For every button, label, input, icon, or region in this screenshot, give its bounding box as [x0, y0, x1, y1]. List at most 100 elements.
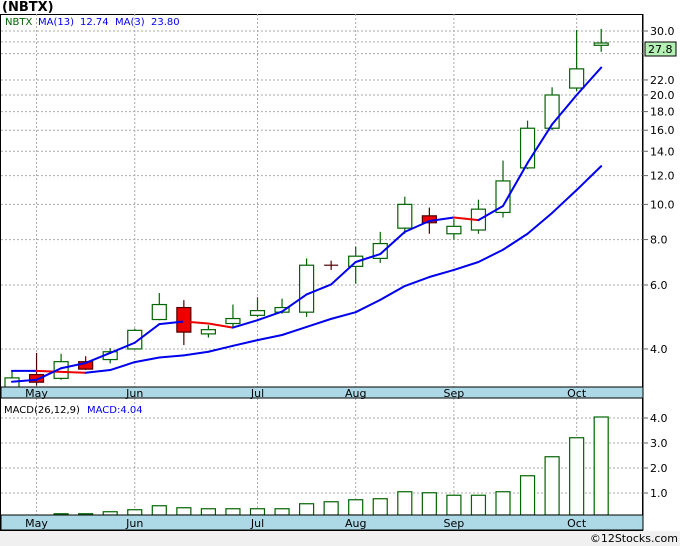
ma-long-segment [133, 356, 161, 364]
chart-title: (NBTX) [2, 0, 54, 15]
ma-short-segment [452, 216, 480, 222]
candle-body [397, 203, 413, 229]
macd-bar [299, 503, 315, 516]
ma-short-segment [428, 216, 455, 222]
macd-bar [569, 437, 585, 516]
price-tick-label: 14.0 [650, 145, 675, 158]
price-tick-label: 12.0 [650, 170, 675, 183]
month-label-top: May [25, 387, 48, 400]
ma-long-segment [109, 361, 136, 372]
macd-bar [544, 456, 560, 516]
month-label-top: Sep [444, 387, 465, 400]
ma-short-segment [256, 310, 284, 322]
month-label-bottom: Jul [250, 517, 264, 530]
macd-bar [397, 491, 413, 516]
footer: ©12Stocks.com [0, 531, 680, 546]
price-tick-label: 20.0 [650, 89, 675, 102]
ma-long-segment [281, 325, 308, 336]
ma-short-segment [354, 253, 382, 264]
month-label-top: Jul [250, 387, 264, 400]
macd-bar [519, 475, 536, 516]
macd-tick-label: 1.0 [650, 487, 668, 500]
macd-tick-label: 4.0 [650, 412, 668, 425]
price-tick-label: 22.0 [650, 74, 675, 87]
ma-short-segment [526, 123, 554, 164]
candle-body [225, 317, 241, 325]
month-label-top: Jun [125, 387, 143, 400]
macd-bar [176, 507, 192, 516]
ma-short-segment [182, 320, 210, 325]
ma-short-segment [281, 293, 308, 313]
macd-bar [421, 492, 437, 516]
macd-bar [274, 508, 290, 516]
ma-long-segment [354, 298, 382, 314]
macd-bar [127, 509, 143, 516]
grid [1, 14, 643, 515]
date-band-top [0, 386, 644, 399]
last-price-badge [644, 41, 677, 57]
price-tick-label: 4.0 [650, 343, 668, 356]
ma-long-segment [305, 317, 333, 328]
ma-long-segment [428, 268, 455, 279]
macd-tick-label: 3.0 [650, 437, 668, 450]
chart-frame [0, 14, 643, 531]
macd-bar [225, 508, 241, 516]
macd-bar [495, 491, 511, 516]
ma-long-segment [207, 344, 234, 353]
macd-bar [249, 508, 266, 516]
ma-short-segment [330, 261, 357, 286]
ma-short-segment [403, 219, 431, 233]
month-label-top: Aug [345, 387, 366, 400]
ma-short-segment [231, 319, 259, 329]
price-tick-label: 6.0 [650, 279, 668, 292]
ma-long-segment [256, 333, 284, 342]
macd-bar [151, 505, 167, 516]
price-tick-label: 18.0 [650, 106, 675, 119]
price-tick-label: 30.0 [650, 25, 675, 38]
candle-body [569, 68, 585, 89]
ma-long-segment [330, 311, 357, 320]
candle-body [446, 225, 462, 235]
candle-body [151, 303, 167, 321]
macd-legend-value: MACD:4.04 [87, 405, 143, 416]
ma-long-segment [35, 369, 63, 373]
month-label-bottom: Aug [345, 517, 366, 530]
candle-body [28, 373, 45, 383]
month-label-bottom: May [25, 517, 48, 530]
copyright: ©12Stocks.com [589, 532, 678, 545]
ma-long-segment [84, 369, 112, 374]
price-tick-label: 8.0 [650, 234, 668, 247]
macd-tick-label: 2.0 [650, 462, 668, 475]
macd-bar [323, 501, 339, 516]
ma-long-segment [60, 370, 87, 374]
macd-bar [348, 499, 364, 516]
ma-long-segment [403, 276, 431, 288]
ma-short-segment [133, 323, 161, 344]
ma-long-segment [551, 189, 578, 214]
candle-body [249, 310, 266, 316]
macd-bar [593, 416, 609, 516]
ma-short-segment [575, 66, 603, 96]
ma-short-segment [109, 341, 136, 354]
month-label-bottom: Jun [125, 517, 143, 530]
macd-bar [200, 508, 216, 516]
month-label-top: Oct [567, 387, 587, 400]
legend-ma-long-label: MA(13) [38, 17, 74, 28]
ma-long-segment [182, 350, 210, 357]
macd-legend-label: MACD(26,12,9) [4, 405, 80, 416]
legend-ma-long-value: 12.74 [80, 17, 109, 28]
ma-long-segment [526, 211, 554, 235]
ma-short-segment [158, 320, 185, 326]
ma-short-segment [84, 351, 112, 364]
candle-body [299, 264, 315, 313]
ma-short-segment [305, 283, 333, 296]
ma-short-segment [477, 204, 504, 222]
ma-long-segment [477, 248, 504, 264]
legend-ticker: NBTX [5, 17, 32, 28]
legend-ma-short-label: MA(3) [115, 17, 145, 28]
ma-short-segment [35, 367, 63, 381]
month-label-bottom: Oct [567, 517, 587, 530]
candle-body [200, 329, 216, 335]
candle-body [495, 180, 511, 214]
